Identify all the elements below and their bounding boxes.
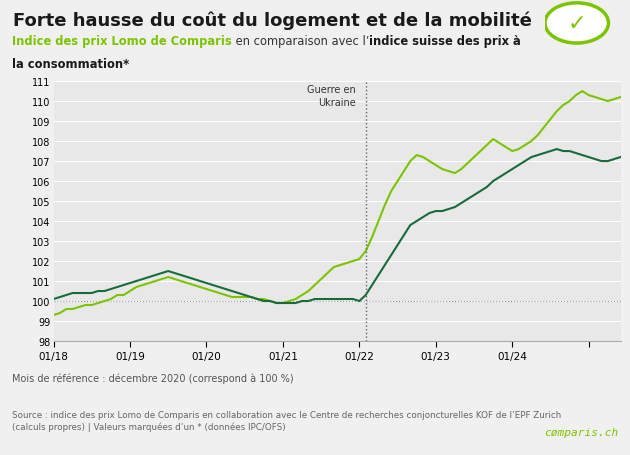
Text: Forte hausse du coût du logement et de la mobilité: Forte hausse du coût du logement et de l… — [13, 11, 532, 30]
Text: Indice des prix Lomo de Comparis: Indice des prix Lomo de Comparis — [12, 35, 232, 48]
Text: la consommation*: la consommation* — [12, 57, 129, 71]
Circle shape — [545, 4, 609, 44]
Text: en comparaison avec l’: en comparaison avec l’ — [232, 35, 369, 48]
Text: cømparis.ch: cømparis.ch — [544, 427, 618, 437]
Text: Guerre en
Ukraine: Guerre en Ukraine — [307, 85, 356, 108]
Text: indice suisse des prix à: indice suisse des prix à — [369, 35, 521, 48]
Text: Mois de référence : décembre 2020 (correspond à 100 %): Mois de référence : décembre 2020 (corre… — [12, 373, 294, 384]
Text: ✓: ✓ — [568, 14, 586, 34]
Text: Source : indice des prix Lomo de Comparis en collaboration avec le Centre de rec: Source : indice des prix Lomo de Compari… — [12, 410, 561, 431]
